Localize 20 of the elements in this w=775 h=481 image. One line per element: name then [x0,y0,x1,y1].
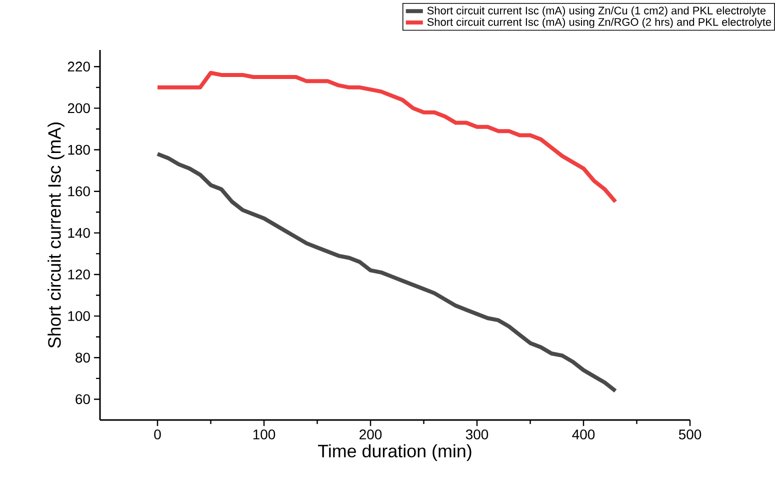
y-tick-label: 60 [76,394,90,404]
y-tick-label: 180 [68,144,90,155]
x-tick-label: 300 [466,430,488,440]
y-tick-label: 100 [68,311,90,322]
x-axis-title: Time duration (min) [318,444,472,461]
x-tick-label: 500 [678,430,702,440]
x-tick-label: 400 [572,430,595,440]
y-tick-label: 140 [68,228,90,238]
y-tick-label: 200 [68,103,90,114]
legend-label: Short circuit current Isc (mA) using Zn/RGO (2 hrs) and PKL electrolyte [427,18,772,28]
x-tick-label: 100 [253,430,276,440]
y-tick-label: 80 [76,352,90,363]
x-tick-label: 200 [360,430,382,440]
y-tick-label: 120 [68,270,90,280]
y-tick-label: 220 [68,62,90,72]
y-axis-title: Short circuit current Isc (mA) [48,122,64,348]
y-tick-label: 160 [68,186,90,196]
line-series [156,152,618,393]
x-tick-label: 0 [154,430,161,440]
legend-label: Short circuit current Isc (mA) using Zn/Cu (1 cm2) and PKL electrolyte [427,6,766,17]
